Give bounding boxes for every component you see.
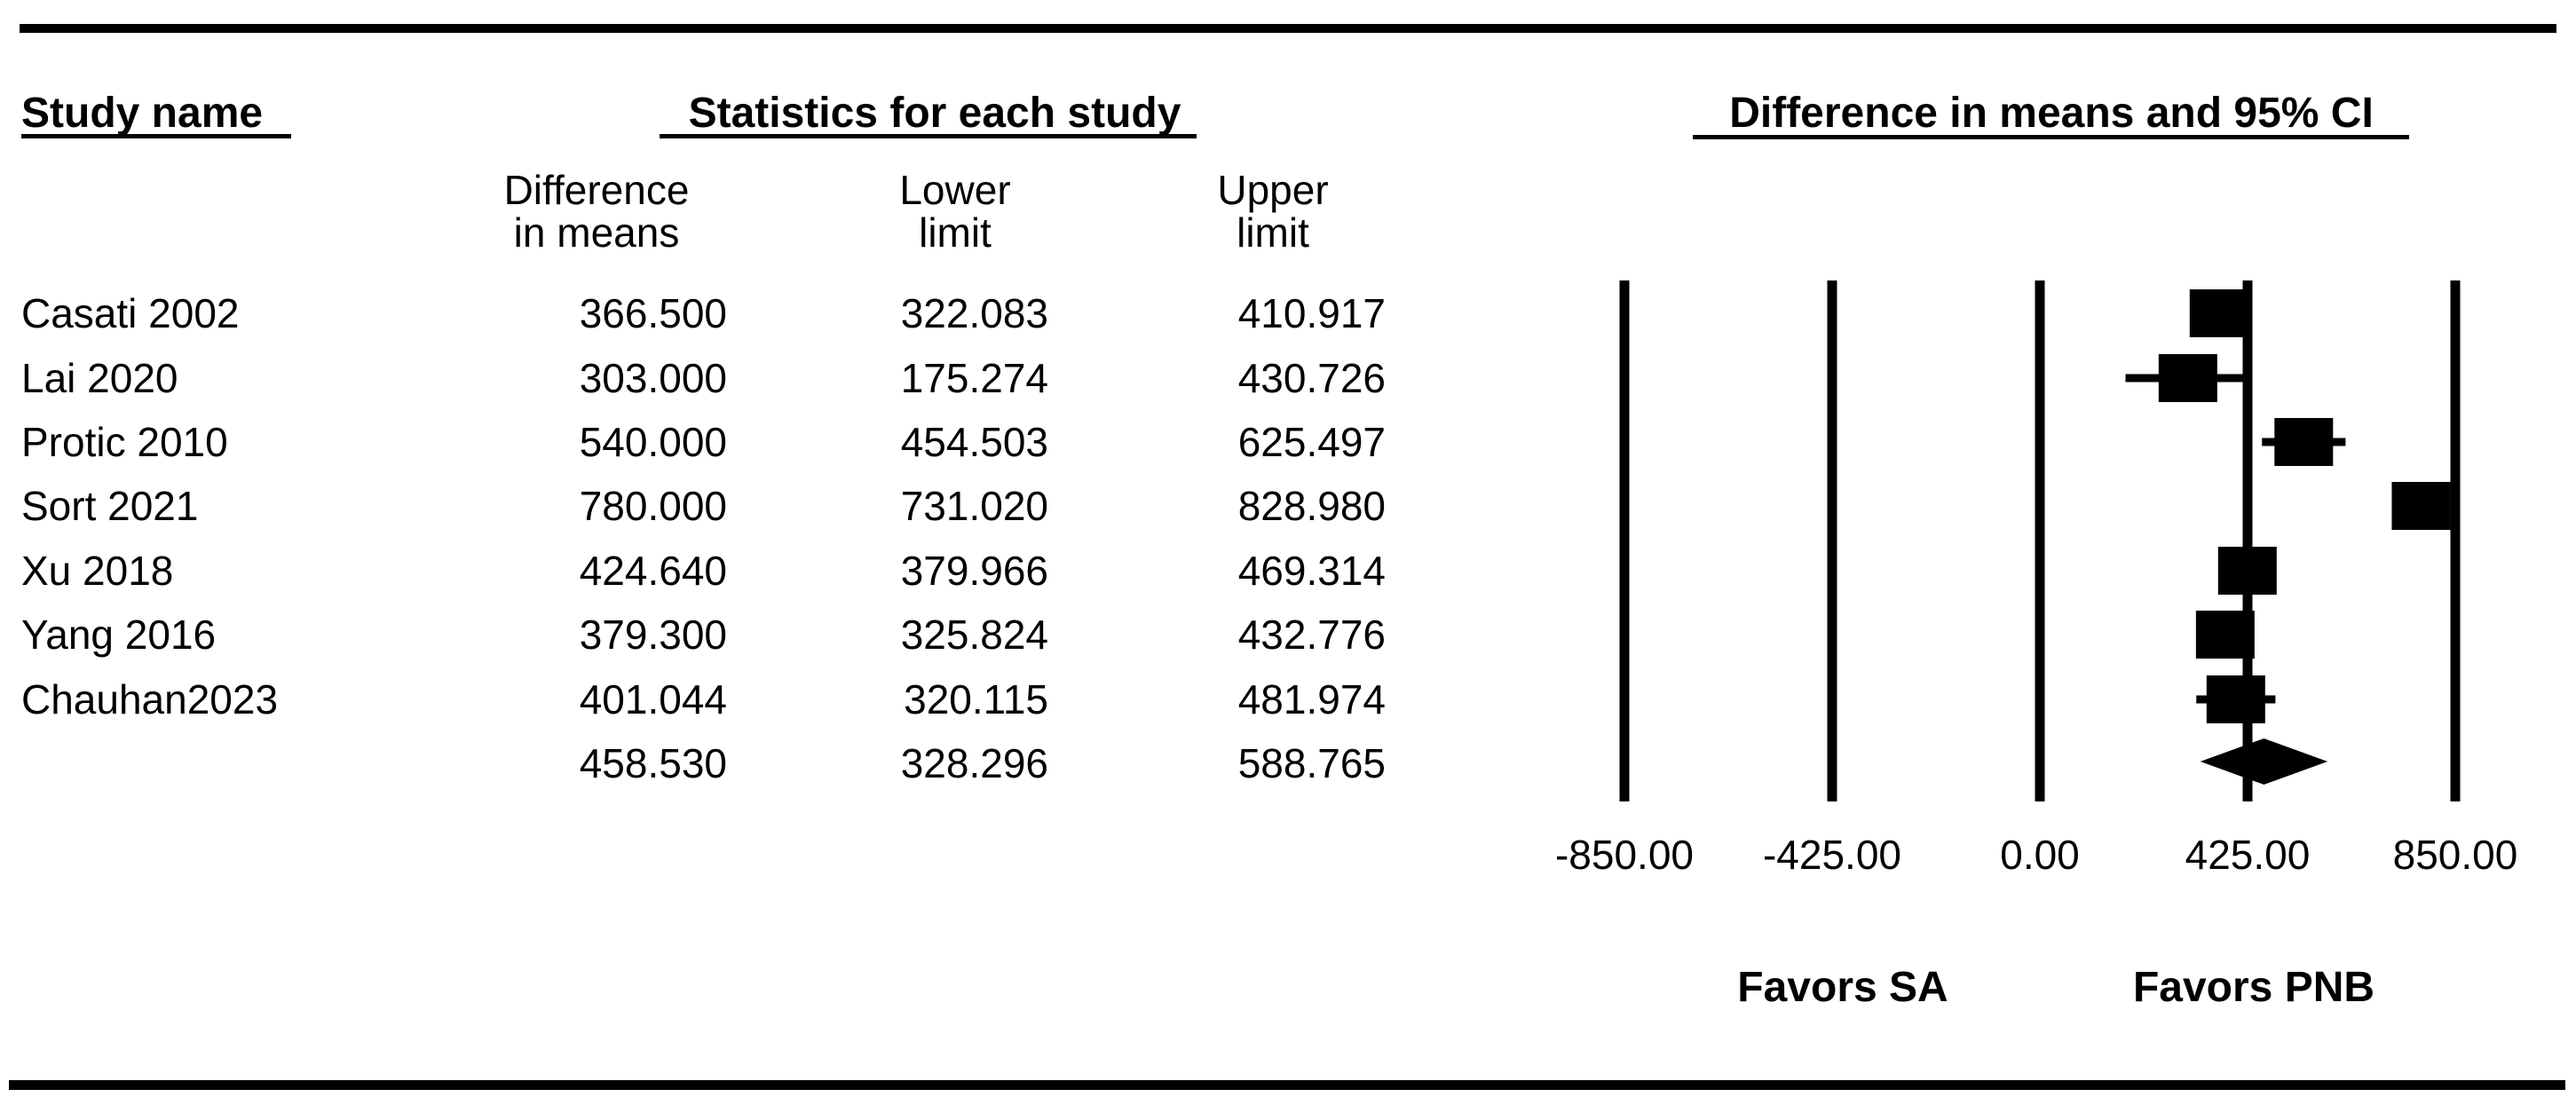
upper-limit-cell: 410.917 xyxy=(1237,290,1386,336)
study-name-cell: Protic 2010 xyxy=(21,419,228,465)
upper-limit-cell: 432.776 xyxy=(1237,612,1386,658)
diff-in-means-cell: 379.300 xyxy=(579,612,727,658)
lower-limit-cell: 175.274 xyxy=(900,355,1048,401)
study-name-cell: Sort 2021 xyxy=(21,483,199,529)
axis-tick-label: 850.00 xyxy=(2393,832,2518,878)
study-name-underline xyxy=(21,134,291,138)
upper-limit-cell: 828.980 xyxy=(1237,483,1386,529)
lower-limit-cell: 320.115 xyxy=(904,676,1048,722)
study-name-cell: Casati 2002 xyxy=(21,290,240,336)
diff-in-means-cell: 303.000 xyxy=(579,355,727,401)
diff-header-line2: in means xyxy=(513,209,680,256)
plot-title: Difference in means and 95% CI xyxy=(1729,90,2374,137)
lower-limit-column-header: Lower limit xyxy=(899,169,1010,254)
upper-limit-cell: 625.497 xyxy=(1237,419,1386,465)
bottom-border-bar xyxy=(9,1080,2565,1090)
summary-diamond xyxy=(2200,738,2328,785)
lower-limit-cell: 325.824 xyxy=(900,612,1048,658)
diff-in-means-cell: 366.500 xyxy=(579,290,727,336)
top-border-bar xyxy=(20,24,2556,33)
axis-tick-label: -425.00 xyxy=(1763,832,1901,878)
diff-in-means-cell: 780.000 xyxy=(579,483,727,529)
diff-header-line1: Difference xyxy=(503,167,690,213)
diff-in-means-cell: 458.530 xyxy=(579,740,727,786)
gridline xyxy=(1619,280,1630,801)
study-name-cell: Yang 2016 xyxy=(21,612,217,658)
study-name-cell: Chauhan2023 xyxy=(21,676,279,722)
ci-square xyxy=(2195,611,2255,659)
stats-section-underline xyxy=(660,134,1197,138)
lower-limit-cell: 731.020 xyxy=(900,483,1048,529)
gridline xyxy=(2450,280,2461,801)
favors-sa-label: Favors SA xyxy=(1737,964,1948,1011)
upper-limit-column-header: Upper limit xyxy=(1217,169,1328,254)
gridline xyxy=(2242,280,2253,801)
stats-section-header: Statistics for each study xyxy=(688,90,1181,137)
ci-square xyxy=(2391,482,2451,530)
upper-header-line2: limit xyxy=(1237,209,1309,256)
lower-limit-cell: 322.083 xyxy=(900,290,1048,336)
diff-in-means-column-header: Difference in means xyxy=(504,169,690,254)
axis-tick-label: 0.00 xyxy=(2000,832,2080,878)
upper-limit-cell: 588.765 xyxy=(1237,740,1386,786)
lower-limit-cell: 328.296 xyxy=(900,740,1048,786)
diff-in-means-cell: 540.000 xyxy=(579,419,727,465)
plot-title-underline xyxy=(1693,135,2409,139)
upper-limit-cell: 430.726 xyxy=(1237,355,1386,401)
diff-in-means-cell: 401.044 xyxy=(579,676,727,722)
upper-limit-cell: 469.314 xyxy=(1237,548,1386,594)
lower-limit-cell: 379.966 xyxy=(900,548,1048,594)
lower-header-line2: limit xyxy=(919,209,992,256)
upper-header-line1: Upper xyxy=(1217,167,1329,213)
axis-tick-label: 425.00 xyxy=(2185,832,2311,878)
axis-tick-label: -850.00 xyxy=(1555,832,1694,878)
favors-pnb-label: Favors PNB xyxy=(2132,964,2375,1011)
gridline xyxy=(1827,280,1837,801)
upper-limit-cell: 481.974 xyxy=(1237,676,1386,722)
ci-square xyxy=(2217,547,2277,595)
ci-square xyxy=(2189,289,2248,337)
ci-square xyxy=(2206,675,2265,723)
diff-in-means-cell: 424.640 xyxy=(579,548,727,594)
study-name-cell: Xu 2018 xyxy=(21,548,174,594)
lower-header-line1: Lower xyxy=(899,167,1011,213)
gridline xyxy=(2035,280,2045,801)
study-name-header: Study name xyxy=(21,90,264,137)
ci-square xyxy=(2158,354,2217,402)
ci-square xyxy=(2274,418,2334,466)
lower-limit-cell: 454.503 xyxy=(900,419,1048,465)
study-name-cell: Lai 2020 xyxy=(21,355,178,401)
